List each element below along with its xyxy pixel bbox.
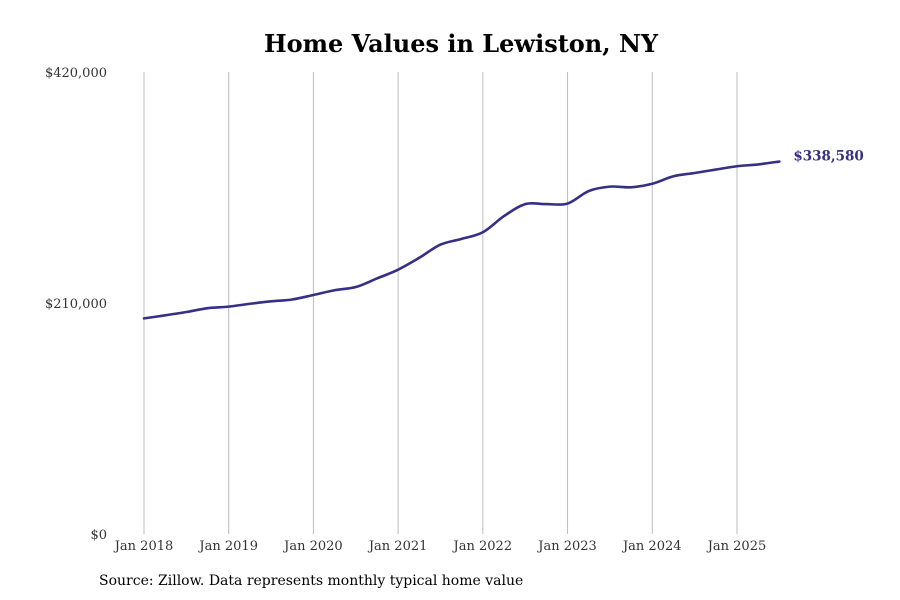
chart-title: Home Values in Lewiston, NY — [263, 29, 659, 58]
x-tick-label: Jan 2019 — [197, 539, 258, 554]
line-chart: $0$210,000$420,000 Jan 2018 Jan 2019 Jan 2… — [45, 66, 864, 554]
x-tick-label: Jan 2024 — [621, 539, 682, 554]
x-axis-ticks: Jan 2018 Jan 2019 Jan 2020 Jan 2021 Jan 2022… — [113, 539, 767, 554]
x-tick-label: Jan 2022 — [452, 539, 513, 554]
x-tick-label: Jan 2018 — [113, 539, 174, 554]
end-value-label: $338,580 — [793, 149, 863, 165]
end-label-layer: $338,580 — [793, 149, 863, 165]
y-axis-ticks: $0 $210,000 $420,000 — [45, 66, 107, 543]
y-tick-label: $420,000 — [45, 66, 107, 81]
x-tick-label: Jan 2023 — [536, 539, 597, 554]
series-line — [142, 160, 781, 320]
y-tick-label: $0 — [90, 528, 107, 543]
x-tick-label: Jan 2025 — [706, 539, 767, 554]
series-layer — [142, 160, 781, 320]
source-note: Source: Zillow. Data represents monthly … — [99, 573, 524, 589]
gridlines — [143, 72, 738, 534]
x-tick-label: Jan 2020 — [282, 539, 343, 554]
x-tick-label: Jan 2021 — [367, 539, 428, 554]
y-tick-label: $210,000 — [45, 297, 107, 312]
